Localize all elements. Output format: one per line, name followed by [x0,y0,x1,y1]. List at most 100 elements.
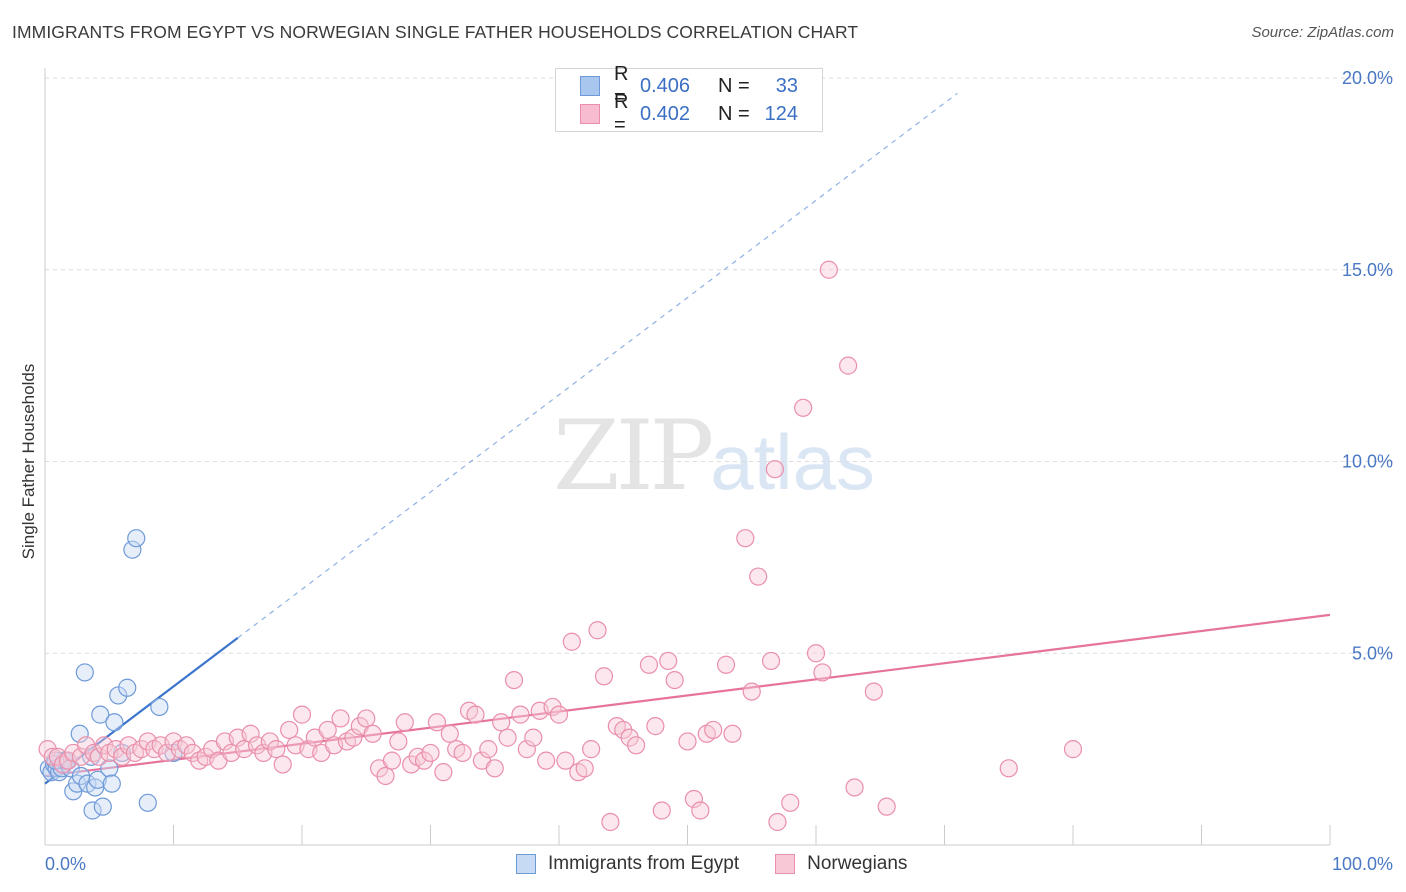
legend-swatch-norwegians [580,104,600,124]
norwegian-point [344,728,363,747]
legend-n-value: 124 [764,102,798,125]
norwegian-point [453,743,472,763]
norwegian-point [479,740,498,759]
egypt-point [127,529,146,548]
y-tick-label: 20.0% [1342,68,1393,88]
norwegian-point [427,713,447,732]
egypt-point [88,770,107,789]
norwegian-point [736,529,755,548]
norwegian-point [389,732,408,751]
norwegian-point [241,724,260,743]
norwegian-point [864,682,883,701]
norwegian-point [665,670,684,690]
norwegian-point [813,663,832,682]
egypt-point [100,759,119,778]
legend-row-egypt: R = 0.406 N = 33 [556,63,822,108]
norwegian-point [626,736,646,755]
norwegian-point [716,655,736,674]
norwegian-point [434,763,453,782]
norwegian-point [318,720,337,740]
norwegian-point [652,801,671,820]
norwegian-point [588,621,607,640]
series-legend: Immigrants from Egypt Norwegians [516,852,943,876]
egypt-point [102,774,121,793]
norwegian-point [363,724,382,743]
norwegian-point [1063,740,1083,759]
legend-n-label: N = [718,74,750,97]
norwegian-point [77,736,96,755]
norwegian-point [594,667,614,686]
norwegian-point [395,713,414,732]
norwegian-point [749,567,768,586]
x-tick-label: 0.0% [45,854,86,874]
legend-item-egypt[interactable]: Immigrants from Egypt [516,853,739,875]
norwegian-point [761,651,781,671]
legend-r-value: 0.406 [640,74,691,97]
norwegian-point [819,260,838,279]
egypt-point [93,797,112,816]
norwegian-point [331,709,350,728]
axes [44,68,1331,846]
norwegian-point [376,766,395,786]
norwegian-point [684,789,704,809]
norwegian-point [43,747,62,766]
norwegian-point [511,705,530,724]
norwegian-point [537,751,556,770]
y-tick-label: 15.0% [1342,260,1393,280]
norwegian-point [639,655,659,674]
norwegian-point [659,651,678,671]
data-points [38,260,1083,832]
norwegian-point [549,705,569,724]
source-credit: Source: ZipAtlas.com [1251,24,1394,41]
norwegian-point [781,793,800,812]
norwegian-trend-line [44,613,1331,778]
legend-n-label: N = [718,102,750,125]
norwegian-point [466,705,485,724]
legend-r-label: R = [614,91,629,136]
egypt-point [150,697,169,717]
egypt-point [83,801,102,820]
norwegian-point [273,755,292,774]
norwegian-point [421,743,440,763]
norwegian-point [742,682,761,701]
egypt-point [123,540,142,559]
egypt-point [118,678,137,697]
norwegian-point [691,801,710,820]
norwegian-point [357,709,376,728]
chart-title: IMMIGRANTS FROM EGYPT VS NORWEGIAN SINGL… [12,22,859,42]
legend-label-egypt: Immigrants from Egypt [548,853,740,874]
egypt-point [70,724,89,743]
norwegian-point [582,740,601,759]
x-tick-label: 100.0% [1332,854,1393,874]
norwegian-point [678,732,697,751]
norwegian-point [517,740,536,759]
norwegian-point [492,713,511,732]
egypt-point [138,793,157,812]
egypt-point [91,705,110,724]
legend-item-norwegians[interactable]: Norwegians [775,853,907,875]
axis-labels: 5.0% 10.0% 15.0% 20.0% 0.0% 100.0% Single Fath… [19,68,1393,874]
norwegian-point [794,398,813,417]
norwegian-point [723,724,742,743]
norwegian-point [524,728,543,747]
egypt-trend-extension [237,92,958,639]
norwegian-point [646,717,665,736]
norwegian-point [504,670,524,690]
grid-lines [45,77,1395,654]
legend-swatch-egypt [580,76,600,96]
y-tick-label: 5.0% [1352,643,1393,663]
norwegian-point [768,812,787,832]
legend-swatch-norwegians [775,854,796,874]
norwegian-point [267,740,286,759]
egypt-point [75,663,94,682]
legend-label-norwegians: Norwegians [807,853,908,874]
norwegian-point [999,759,1018,778]
legend-row-norwegians: R = 0.402 N = 124 [556,91,822,136]
legend-r-label: R = [614,63,629,108]
egypt-point [105,713,124,732]
trend-lines [44,92,1331,785]
norwegian-point [89,747,109,766]
norwegian-point [382,751,402,770]
norwegian-point [877,797,896,816]
